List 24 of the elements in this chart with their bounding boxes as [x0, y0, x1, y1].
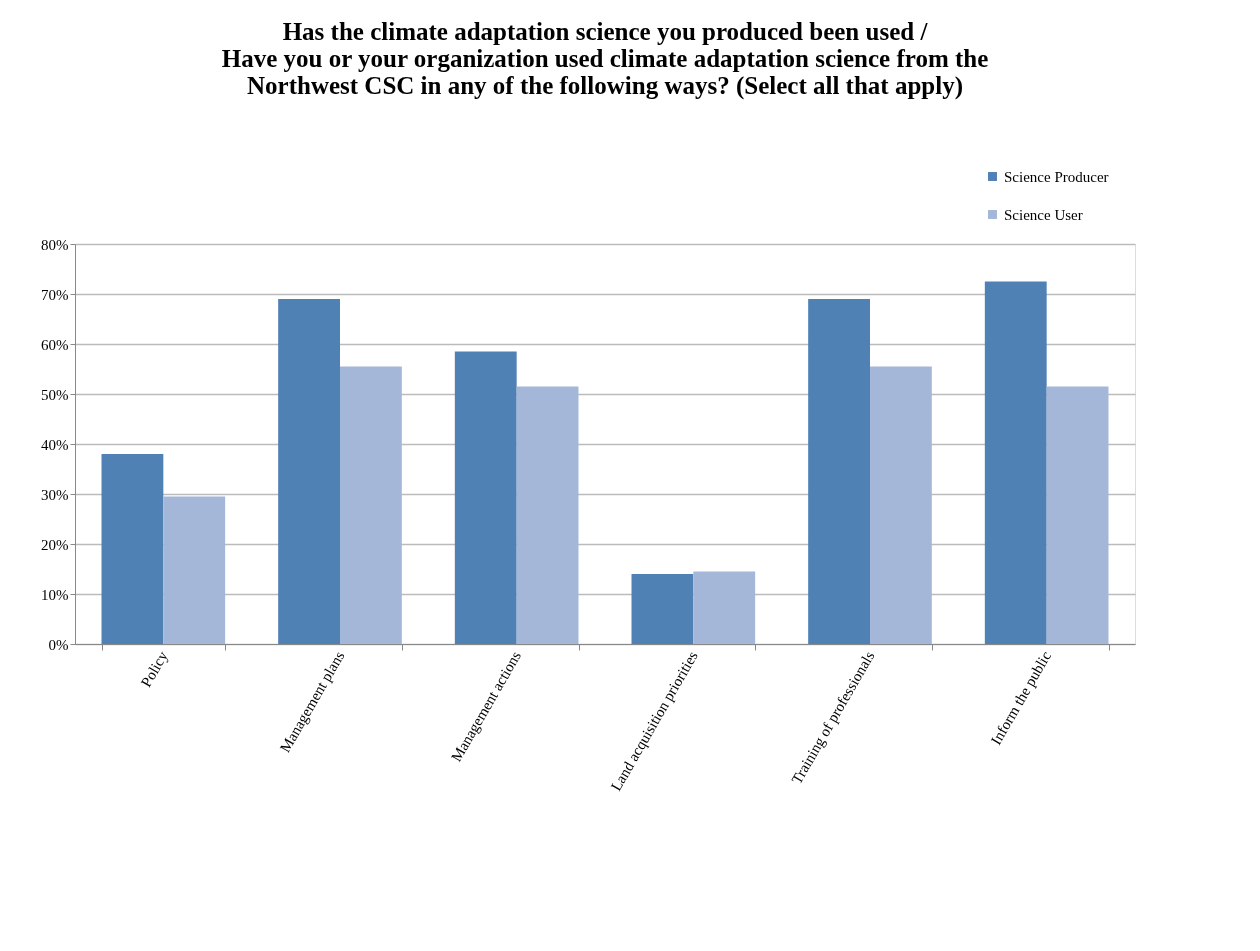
y-tick-label: 80%: [41, 236, 69, 253]
bar: [101, 454, 164, 644]
bar: [984, 281, 1047, 644]
chart-title: Has the climate adaptation science you produced been used / Have you or your organization used climate adaptation science from the Northwest CSC in any of the following ways? (Select all that apply): [221, 18, 989, 100]
bar: [340, 366, 402, 644]
bar: [163, 496, 226, 644]
y-tick-label: 20%: [41, 536, 69, 553]
y-tick-label: 40%: [41, 436, 69, 453]
y-tick-label: 50%: [41, 386, 69, 403]
bar: [278, 299, 340, 644]
bar: [870, 366, 932, 644]
y-tick-label: 0%: [48, 636, 69, 653]
bar: [1046, 386, 1109, 644]
bar: [693, 571, 756, 644]
y-tick-label: 10%: [41, 586, 69, 603]
y-tick-label: 70%: [41, 286, 69, 303]
y-tick-label: 60%: [41, 336, 69, 353]
bar: [454, 351, 517, 644]
bar: [808, 299, 870, 644]
bar: [631, 574, 694, 644]
y-tick-label: 30%: [41, 486, 69, 503]
legend-label: Science Producer: [1004, 168, 1109, 185]
legend-label: Science User: [1004, 206, 1083, 223]
bar: [516, 386, 579, 644]
